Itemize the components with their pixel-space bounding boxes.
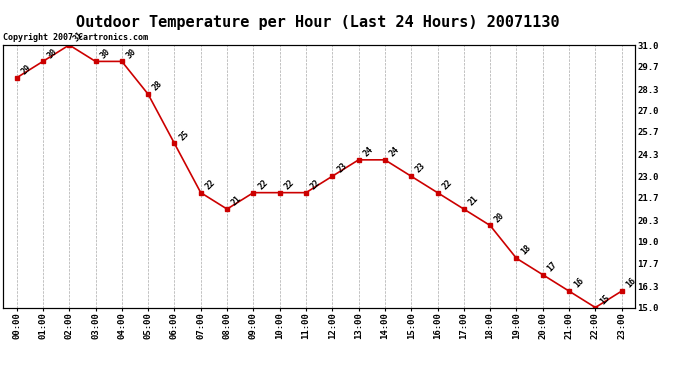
Text: 22: 22 [308, 178, 322, 191]
Text: 24: 24 [362, 145, 375, 159]
Text: 22: 22 [256, 178, 270, 191]
Text: 17: 17 [546, 260, 559, 273]
Text: 30: 30 [125, 46, 138, 60]
Text: 30: 30 [46, 46, 59, 60]
Text: 22: 22 [282, 178, 296, 191]
Text: 23: 23 [335, 161, 348, 175]
Text: 16: 16 [572, 276, 585, 290]
Text: Outdoor Temperature per Hour (Last 24 Hours) 20071130: Outdoor Temperature per Hour (Last 24 Ho… [76, 15, 559, 30]
Text: 28: 28 [151, 80, 164, 93]
Text: 25: 25 [177, 129, 190, 142]
Text: 16: 16 [624, 276, 638, 290]
Text: 15: 15 [598, 292, 611, 306]
Text: 23: 23 [414, 161, 427, 175]
Text: 22: 22 [204, 178, 217, 191]
Text: 20: 20 [493, 211, 506, 224]
Text: 21: 21 [230, 194, 244, 208]
Text: 22: 22 [440, 178, 454, 191]
Text: 29: 29 [19, 63, 33, 76]
Text: 30: 30 [98, 46, 112, 60]
Text: 18: 18 [519, 243, 533, 257]
Text: 24: 24 [388, 145, 401, 159]
Text: 31: 31 [72, 30, 86, 44]
Text: 21: 21 [466, 194, 480, 208]
Text: Copyright 2007 Cartronics.com: Copyright 2007 Cartronics.com [3, 33, 148, 42]
